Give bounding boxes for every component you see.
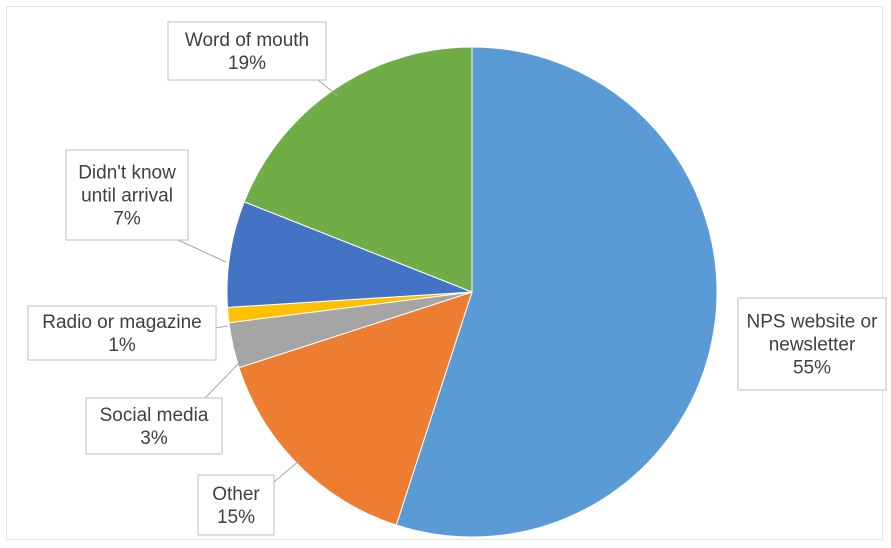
data-label-category: Other bbox=[212, 484, 260, 505]
data-label-box bbox=[167, 21, 327, 81]
leader-line-5 bbox=[317, 79, 339, 97]
pie-slice-5 bbox=[243, 46, 473, 293]
leader-line-2 bbox=[204, 357, 245, 399]
data-label-category: until arrival bbox=[81, 186, 173, 207]
leader-line-1 bbox=[273, 459, 301, 483]
data-label-category: Word of mouth bbox=[185, 30, 309, 51]
data-label-box bbox=[197, 474, 275, 536]
data-label-box bbox=[737, 297, 887, 391]
leader-line-4 bbox=[177, 239, 227, 263]
data-label-percent: 15% bbox=[217, 507, 255, 528]
pie-slice-0 bbox=[395, 46, 718, 538]
data-label-category: Didn't know bbox=[78, 163, 176, 184]
data-label-box bbox=[85, 397, 223, 455]
data-label-percent: 3% bbox=[140, 428, 168, 449]
data-label-category: Social media bbox=[100, 405, 209, 426]
data-label-box bbox=[65, 149, 189, 241]
pie-slice-4 bbox=[226, 201, 473, 308]
data-label-category: newsletter bbox=[769, 335, 856, 356]
data-label-percent: 19% bbox=[228, 53, 266, 74]
pie-slice-1 bbox=[238, 291, 473, 526]
data-label-percent: 1% bbox=[108, 335, 136, 356]
data-label-box bbox=[27, 305, 217, 361]
data-label-category: Radio or magazine bbox=[42, 312, 201, 333]
data-label-percent: 55% bbox=[793, 358, 831, 379]
data-label-category: NPS website or bbox=[747, 312, 879, 333]
data-label-percent: 7% bbox=[113, 209, 141, 230]
